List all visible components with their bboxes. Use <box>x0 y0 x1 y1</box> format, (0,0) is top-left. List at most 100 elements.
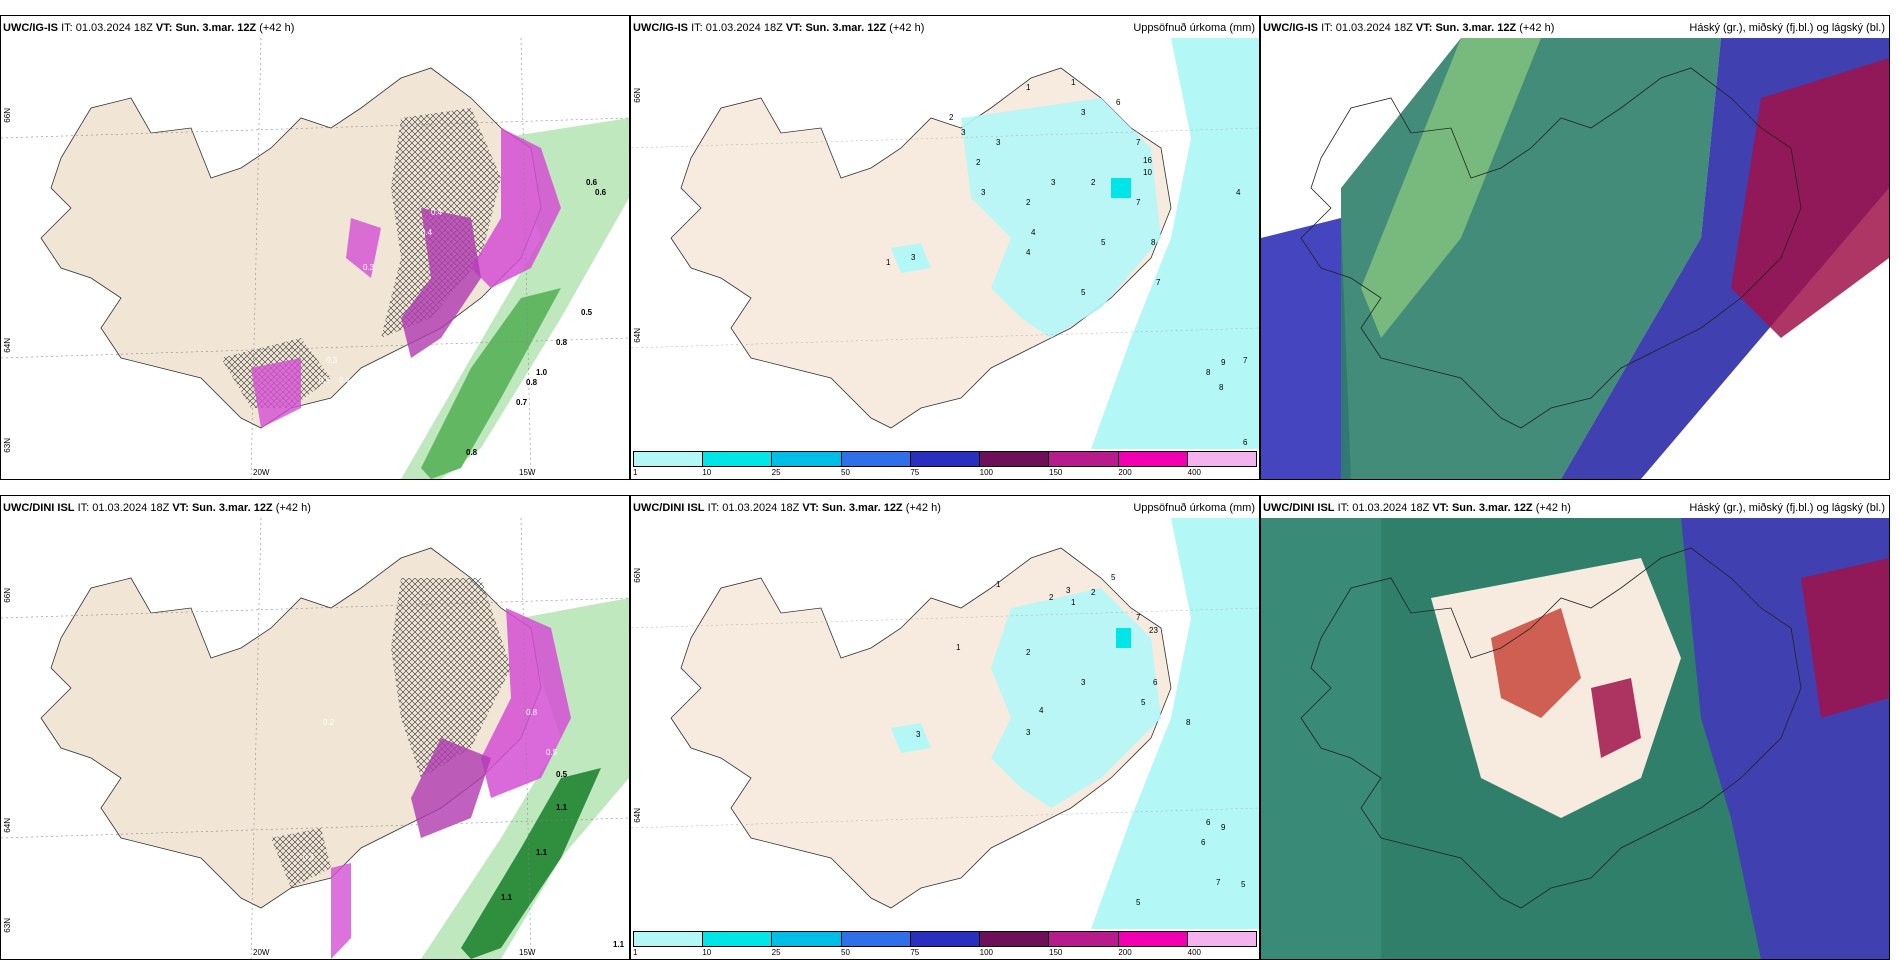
value-label: 1.0 <box>536 368 548 377</box>
value-label: 4 <box>1031 228 1036 237</box>
legend-tick-label: 150 <box>1049 468 1063 477</box>
legend-tick-label: 50 <box>841 468 850 477</box>
lat-label: 66N <box>633 88 642 103</box>
legend-tick-label: 150 <box>1049 948 1063 957</box>
value-label: 6 <box>1201 838 1206 847</box>
value-label: 0.4 <box>421 228 433 237</box>
legend-tick-label: 1 <box>633 948 638 957</box>
value-label: 2 <box>1026 198 1031 207</box>
legend-tick-label: 75 <box>910 948 920 957</box>
legend-swatch <box>1049 932 1119 946</box>
map-area: 66N 64N 63N 20W 15W 0.5 1.1 1.1 1.1 1.1 … <box>1 518 629 959</box>
value-label: 5 <box>1141 698 1146 707</box>
vt-label: VT: <box>1415 22 1433 34</box>
snow-heavy <box>471 128 561 288</box>
cloud-high <box>1261 518 1381 959</box>
value-label: 10 <box>1143 168 1152 177</box>
lat-label: 66N <box>633 568 642 583</box>
cloud-low <box>1491 608 1581 718</box>
value-label: 3 <box>1051 178 1056 187</box>
map-area: 66N 64N 63N 20W 15W 0.6 0.6 0.5 0.8 0.7 … <box>1 38 629 479</box>
lead-time: (+42 h) <box>259 22 295 34</box>
value-label: 0.5 <box>546 748 558 757</box>
value-label: 9 <box>1221 358 1226 367</box>
value-label: 5 <box>1081 288 1086 297</box>
cloud-low-thick <box>1801 558 1889 718</box>
it-label: IT: <box>1321 22 1333 34</box>
legend-tick-label: 25 <box>771 468 781 477</box>
field-title: Uppsöfnuð úrkoma (mm) <box>1133 22 1255 34</box>
value-label: 6 <box>1153 678 1158 687</box>
snow-heavy <box>481 608 571 798</box>
value-label: 3 <box>911 253 916 262</box>
precip-area <box>891 243 931 273</box>
graticule <box>250 518 532 959</box>
panel-dini-accum-precip: UWC/DINI ISL IT: 01.03.2024 18Z VT: Sun.… <box>630 495 1260 960</box>
value-label: 8 <box>1219 383 1224 392</box>
value-label: 6 <box>1206 818 1211 827</box>
panel-header: UWC/IG-IS IT: 01.03.2024 18Z VT: Sun. 3.… <box>3 20 625 36</box>
legend-swatch <box>841 932 911 946</box>
value-label: 5 <box>1241 880 1246 889</box>
cloud-map <box>1261 38 1889 479</box>
panel-header: UWC/IG-IS IT: 01.03.2024 18Z VT: Sun. 3.… <box>633 20 1255 36</box>
legend-tick-label: 10 <box>702 468 712 477</box>
it-label: IT: <box>707 502 720 514</box>
value-label: 1 <box>1071 78 1076 87</box>
legend-swatch <box>1187 932 1256 946</box>
lon-label: 20W <box>253 948 270 957</box>
vt-label: VT: <box>802 502 819 514</box>
value-label: 4 <box>1236 188 1241 197</box>
snow-heavy <box>401 208 481 358</box>
model-name: UWC/DINI ISL <box>633 502 705 514</box>
lead-time: (+42 h) <box>275 502 311 514</box>
value-label: 7 <box>1243 356 1248 365</box>
value-label: 2 <box>949 113 954 122</box>
legend-tick-label: 10 <box>702 948 712 957</box>
value-label: 3 <box>1081 678 1086 687</box>
value-label: 3 <box>981 188 986 197</box>
value-label: 2 <box>1049 593 1054 602</box>
model-name: UWC/IG-IS <box>3 22 58 34</box>
value-label: 9 <box>1221 823 1226 832</box>
field-title: Háský (gr.), miðský (fj.bl.) og lágský (… <box>1689 22 1885 34</box>
model-name: UWC/IG-IS <box>1263 22 1318 34</box>
vt-value: Sun. 3.mar. 12Z <box>191 502 273 514</box>
value-label: 0.3 <box>363 263 375 272</box>
value-label: 5 <box>1101 238 1106 247</box>
iceland-outline <box>1300 67 1802 429</box>
it-value: 01.03.2024 18Z <box>92 502 170 514</box>
value-label: 6 <box>1116 98 1121 107</box>
value-label: 7 <box>1136 613 1141 622</box>
vt-value: Sun. 3.mar. 12Z <box>175 22 257 34</box>
it-label: IT: <box>61 22 73 34</box>
value-label: 0.2 <box>323 718 335 727</box>
value-label: 2 <box>1026 648 1031 657</box>
iceland-map <box>1 518 629 959</box>
it-value: 01.03.2024 18Z <box>705 22 783 34</box>
legend-ticks: 1 10 25 50 75 100 150 200 400 <box>633 468 1257 478</box>
value-label: 7 <box>1216 878 1221 887</box>
value-label: 5 <box>1111 573 1116 582</box>
model-name: UWC/DINI ISL <box>3 502 75 514</box>
value-label: 0.5 <box>581 308 593 317</box>
value-label: 1.1 <box>536 848 548 857</box>
legend-tick-label: 1 <box>633 468 638 477</box>
legend-swatch <box>772 452 842 466</box>
value-label: 1 <box>886 258 891 267</box>
iceland-map <box>1 38 629 479</box>
value-label: 1 <box>1026 83 1031 92</box>
field-title: Uppsöfnuð úrkoma (mm) <box>1133 502 1255 514</box>
panel-ig-clouds: UWC/IG-IS IT: 01.03.2024 18Z VT: Sun. 3.… <box>1260 15 1890 480</box>
map-area <box>1261 38 1889 479</box>
legend-tick-label: 100 <box>979 948 994 957</box>
value-label: 1 <box>956 643 961 652</box>
legend-swatch <box>772 932 842 946</box>
legend-swatch <box>1049 452 1119 466</box>
value-label: 3 <box>1026 728 1031 737</box>
rain-core <box>421 288 561 479</box>
legend-tick-label: 75 <box>910 468 920 477</box>
value-label: 0.8 <box>526 378 538 387</box>
precip-area-heavy <box>1111 178 1131 198</box>
rain-area <box>401 118 629 479</box>
